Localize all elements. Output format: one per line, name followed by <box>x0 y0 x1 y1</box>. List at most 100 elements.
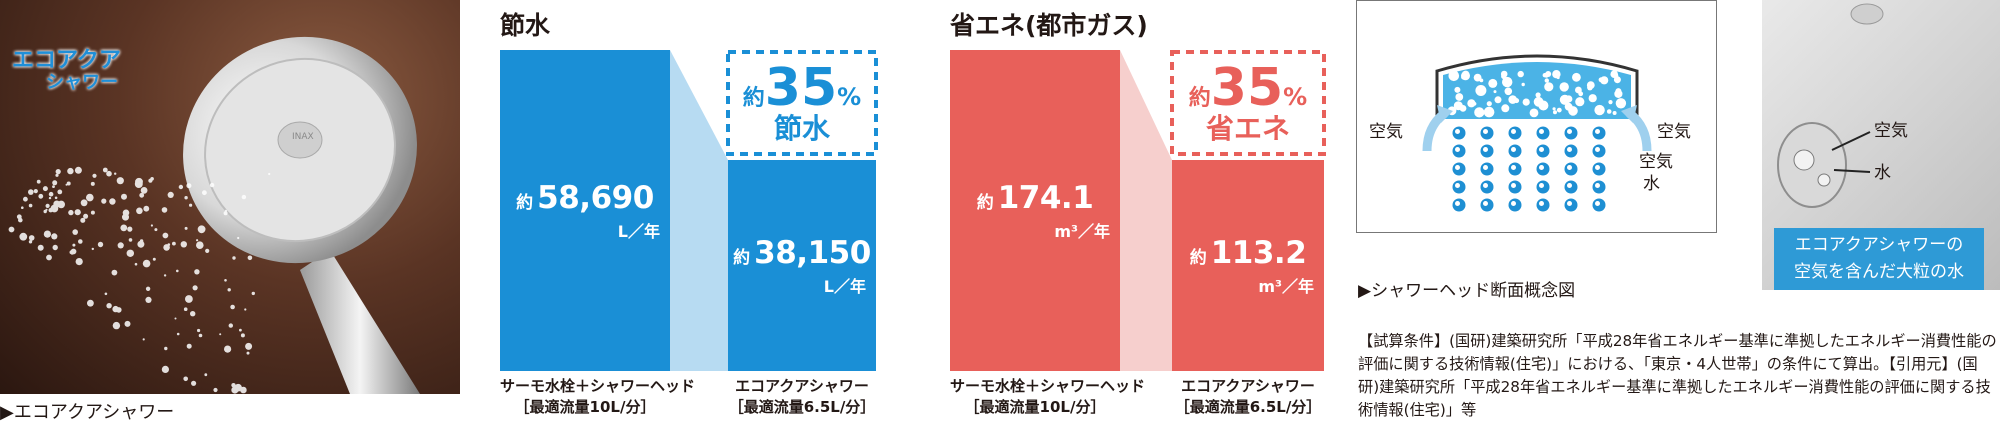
energy-after-value: 113.2 <box>1210 234 1307 271</box>
head-bubble <box>1612 111 1617 115</box>
spray-drop <box>55 169 61 175</box>
water-before-label: サーモ水栓＋シャワーヘッド ［最適流量10L/分］ <box>500 376 695 418</box>
closeup-caption: エコアクアシャワーの 空気を含んだ大粒の水 <box>1774 228 1984 290</box>
spray-drop <box>106 303 112 309</box>
spray-drop <box>87 299 94 307</box>
water-after-label: エコアクアシャワー ［最適流量6.5L/分］ <box>718 376 886 418</box>
spray-drop <box>52 180 58 186</box>
energy-after-prefix: 約 <box>1189 247 1207 268</box>
energy-before-prefix: 約 <box>976 192 994 213</box>
air-bubble <box>1539 129 1544 134</box>
brand-mark: INAX <box>292 132 314 142</box>
spray-drop <box>45 203 50 208</box>
spray-drop <box>232 256 236 260</box>
spray-drop <box>28 235 35 241</box>
cross-section-illustration <box>1422 54 1652 212</box>
energy-before-label1: サーモ水栓＋シャワーヘッド <box>950 377 1146 395</box>
air-bubble <box>1483 201 1488 206</box>
spray-drop <box>48 191 54 197</box>
calculation-conditions-note: 【試算条件】(国研)建築研究所「平成28年省エネルギー基準に準拠したエネルギー消… <box>1358 332 1997 419</box>
spray-drop <box>150 224 153 227</box>
head-bubble <box>1606 109 1612 114</box>
closeup-water-label: 水 <box>1874 163 1891 183</box>
spray-drop <box>74 166 82 174</box>
head-bubble <box>1473 73 1482 82</box>
spray-drop <box>142 259 151 268</box>
spray-drop <box>186 343 192 349</box>
air-bubble <box>1483 147 1488 152</box>
spray-drop <box>143 205 150 212</box>
spray-drop <box>38 193 44 199</box>
spray-drop <box>74 209 81 216</box>
head-bubble <box>1608 100 1613 105</box>
spray-drop <box>86 193 94 202</box>
spray-drop <box>48 196 52 200</box>
air-bubble <box>1567 183 1572 188</box>
water-badge-label: 節水 <box>773 112 830 145</box>
spray-drop <box>245 342 253 350</box>
spray-drop <box>91 247 95 251</box>
spray-drop <box>33 189 38 194</box>
water-after-prefix: 約 <box>733 247 751 268</box>
energy-before-value: 174.1 <box>997 179 1094 216</box>
spray-drop <box>239 328 242 332</box>
spray-drop <box>167 191 174 198</box>
head-bubble <box>1488 78 1498 88</box>
spray-drop <box>176 269 179 273</box>
spray-drop <box>162 232 169 239</box>
head-bubble <box>1454 86 1461 93</box>
head-bubble <box>1472 102 1477 106</box>
air-bubble <box>1455 147 1460 152</box>
head-bubble <box>1522 98 1530 106</box>
head-bubble <box>1544 82 1554 92</box>
water-before-value: 58,690 <box>537 179 654 216</box>
energy-after-label1: エコアクアシャワー <box>1181 377 1315 395</box>
spray-drop <box>189 203 193 207</box>
water-bar-before: 約 58,690 L／年 <box>500 50 670 371</box>
head-bubble <box>1575 97 1585 107</box>
air-bubble <box>1511 165 1516 170</box>
spray-drop <box>192 285 198 291</box>
spray-drop <box>55 173 59 177</box>
water-after-label2: ［最適流量6.5L/分］ <box>728 398 876 416</box>
spray-drop <box>178 184 184 190</box>
spray-drop <box>124 320 131 327</box>
diagram-air-left: 空気 <box>1369 122 1403 142</box>
spray-drop <box>127 226 133 232</box>
spray-drop <box>161 365 169 373</box>
diagram-air-small: 空気 <box>1639 152 1673 172</box>
water-badge: 約 35% 節水 <box>732 56 872 150</box>
water-chart-bg <box>670 50 878 371</box>
spray-drop <box>148 178 153 183</box>
spray-drop <box>118 308 122 311</box>
spray-drop <box>23 196 28 202</box>
head-bubble <box>1615 98 1627 109</box>
spray-drop <box>57 189 63 195</box>
spray-drop <box>227 288 231 292</box>
spray-drop <box>164 346 168 351</box>
spray-drop <box>194 269 200 275</box>
spray-drop <box>237 236 240 240</box>
spray-drop <box>145 286 151 291</box>
head-bubble <box>1448 70 1460 82</box>
spray-drop <box>136 207 143 215</box>
spray-drop <box>48 208 53 213</box>
spray-drop <box>116 177 124 185</box>
spray-drop <box>57 200 65 209</box>
spray-drop <box>198 333 203 338</box>
head-bubble <box>1552 107 1556 111</box>
spray-drop <box>134 262 138 266</box>
head-bubble <box>1614 89 1623 98</box>
head-bubble <box>1493 90 1497 94</box>
air-bubble <box>1539 201 1544 206</box>
spray-drop <box>70 248 77 255</box>
spray-drop <box>52 244 58 251</box>
energy-before-label: サーモ水栓＋シャワーヘッド ［最適流量10L/分］ <box>950 376 1146 418</box>
spray-drop <box>202 190 207 196</box>
water-before-label2: ［最適流量10L/分］ <box>514 398 656 416</box>
spray-drop <box>209 182 215 188</box>
head-bubble <box>1503 78 1509 84</box>
air-bubble <box>1595 201 1600 206</box>
spray-drop <box>224 279 227 282</box>
spray-drop <box>111 269 118 276</box>
